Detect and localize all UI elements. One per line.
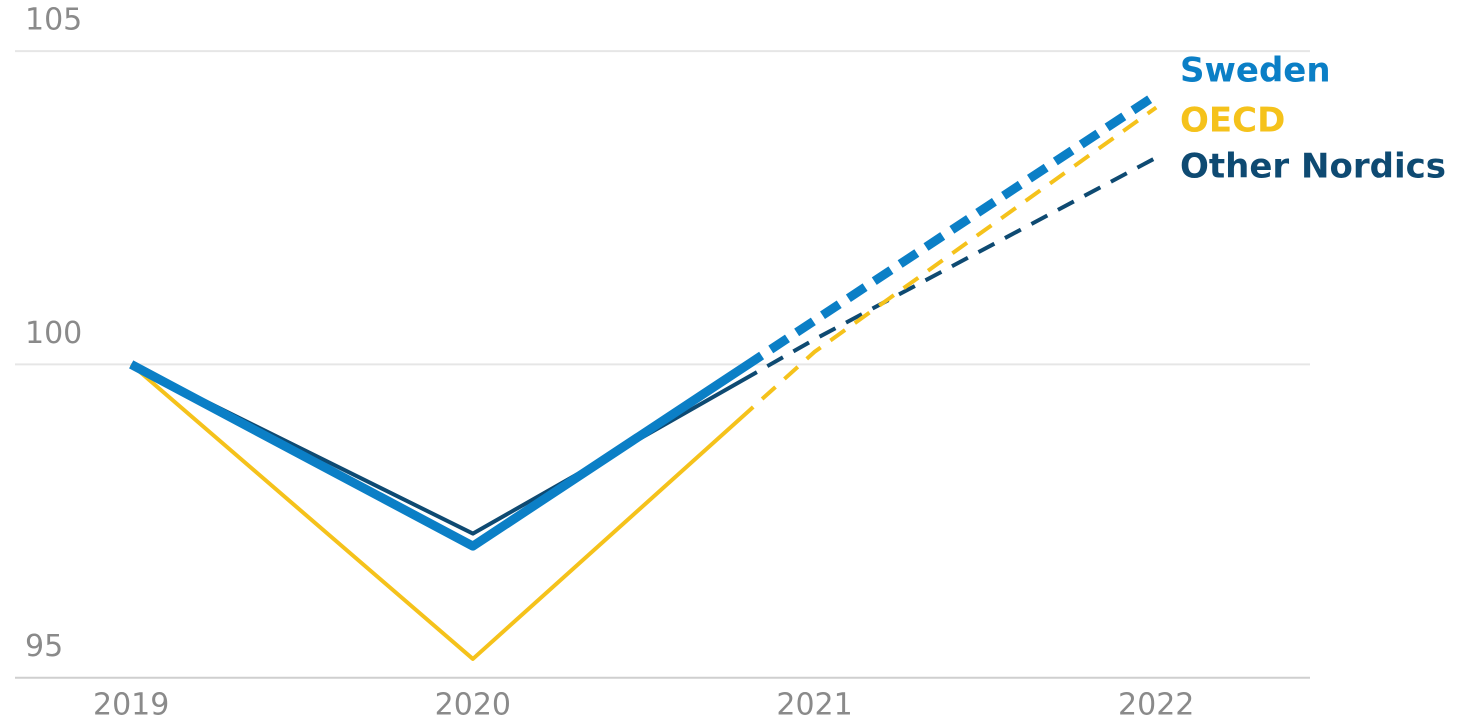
line-dashed (748, 105, 1158, 415)
x-tick-label: 2022 (1118, 688, 1194, 722)
series-line (130, 155, 1158, 536)
line-solid (130, 362, 748, 536)
series-line (129, 91, 1159, 551)
legend-label: Other Nordics (1180, 147, 1446, 187)
y-tick-label: 100 (25, 316, 82, 351)
line-dashed (748, 155, 1158, 380)
y-tick-label: 95 (25, 629, 63, 664)
x-tick-label: 2021 (776, 688, 852, 722)
line-solid (129, 359, 748, 551)
line-dashed (748, 91, 1159, 370)
legend-label: Sweden (1180, 51, 1331, 91)
series-line (129, 105, 1158, 661)
legend-label: OECD (1180, 101, 1285, 141)
line-solid (129, 362, 748, 661)
x-tick-label: 2019 (93, 688, 169, 722)
x-tick-label: 2020 (435, 688, 511, 722)
y-tick-label: 105 (25, 3, 82, 38)
